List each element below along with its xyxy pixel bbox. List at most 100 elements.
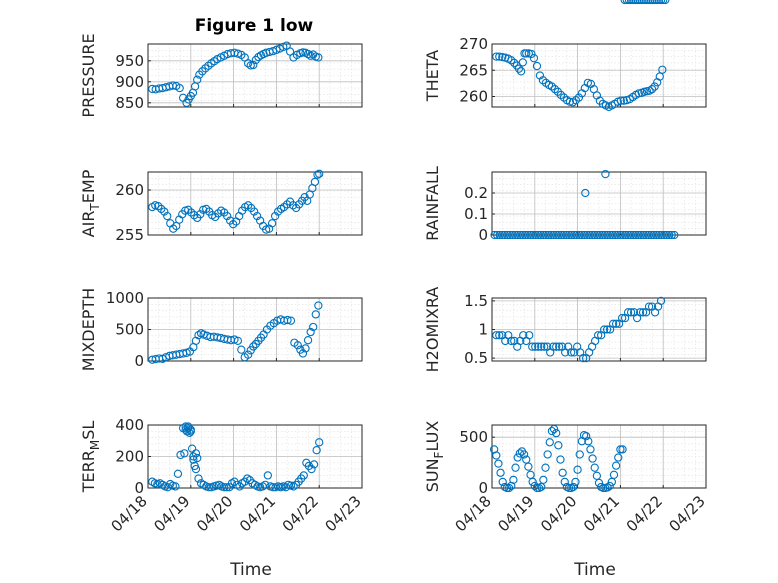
x-tick-label: 04/18	[452, 492, 495, 535]
y-tick-label: 0.2	[464, 184, 488, 202]
data-point	[492, 451, 501, 460]
data-point	[571, 477, 580, 487]
data-point	[237, 345, 246, 354]
y-axis-label: SUNFLUX	[423, 421, 446, 493]
data-point	[581, 188, 590, 198]
x-tick-label: 04/21	[580, 492, 623, 535]
data-point	[648, 0, 657, 5]
data-point	[193, 453, 202, 463]
y-tick-label: 0	[134, 479, 144, 497]
data-point	[656, 0, 666, 5]
y-tick-label: 500	[115, 321, 144, 339]
data-point	[513, 453, 522, 462]
y-axis-label-main: H2OMIXRA	[423, 287, 442, 373]
y-axis-label-main: THETA	[423, 50, 442, 102]
data-point	[194, 474, 203, 483]
data-point	[312, 446, 321, 455]
y-axis-label-rest: LUX	[423, 421, 442, 452]
data-point	[510, 58, 519, 68]
data-point	[198, 67, 207, 76]
y-axis-label: MIXDEPTH	[79, 288, 98, 371]
data-point	[650, 82, 659, 91]
x-tick-label: 04/23	[322, 492, 365, 535]
data-point	[545, 438, 554, 447]
data-point	[263, 471, 272, 480]
data-point	[187, 444, 197, 453]
y-tick-label: 255	[115, 226, 144, 244]
data-point	[528, 477, 537, 487]
data-point	[567, 348, 576, 357]
data-point	[498, 52, 507, 62]
data-point	[249, 60, 258, 70]
y-axis-label: PRESSURE	[79, 33, 98, 117]
x-tick-label: 04/19	[150, 492, 193, 535]
data-series	[148, 41, 323, 107]
data-point	[626, 308, 636, 317]
data-point	[549, 342, 558, 351]
data-point	[283, 315, 292, 325]
axes-frame	[147, 43, 363, 108]
data-point	[495, 331, 504, 340]
data-point	[281, 483, 290, 492]
data-point	[641, 0, 651, 5]
y-tick-label: 265	[459, 61, 488, 79]
data-point	[190, 82, 200, 91]
y-tick-label: 200	[115, 448, 144, 466]
data-point	[492, 52, 501, 61]
data-point	[569, 482, 578, 492]
y-axis-label-main: RAINFALL	[423, 166, 442, 241]
data-point	[171, 482, 180, 491]
data-series	[489, 0, 670, 493]
data-point	[552, 428, 561, 438]
data-series	[148, 169, 324, 234]
data-point	[574, 93, 584, 102]
data-point	[626, 0, 636, 5]
y-axis-label: H2OMIXRA	[423, 287, 442, 373]
data-point	[555, 342, 564, 351]
y-tick-label: 1.5	[464, 292, 488, 310]
subplot-6: 0.5 1 1.5 H2OMIXRA	[423, 287, 707, 373]
data-point	[656, 296, 666, 306]
x-axis-label-left: Time	[229, 560, 272, 580]
data-point	[622, 0, 631, 5]
data-point	[634, 89, 643, 98]
subplot-2: 260 265 270 THETA	[423, 35, 707, 112]
data-point	[608, 319, 618, 328]
data-point	[532, 483, 542, 493]
data-point	[496, 468, 505, 477]
x-tick-label: 04/19	[494, 492, 537, 535]
y-tick-label: 260	[115, 181, 144, 199]
data-point	[638, 308, 648, 317]
data-point	[502, 483, 512, 493]
axes-frame	[491, 424, 707, 489]
data-point	[601, 169, 610, 179]
data-point	[652, 0, 661, 5]
data-point	[526, 470, 535, 479]
data-point	[637, 0, 646, 5]
data-point	[618, 445, 627, 454]
data-point	[261, 480, 270, 489]
data-point	[293, 341, 302, 350]
data-point	[311, 310, 320, 319]
data-point	[534, 342, 543, 351]
data-point	[498, 477, 507, 487]
data-point	[564, 483, 574, 493]
data-point	[611, 461, 621, 470]
data-point	[180, 449, 189, 458]
y-tick-label: 0	[478, 479, 488, 497]
y-axis-label-main: AIR	[79, 211, 98, 238]
data-point	[590, 463, 599, 472]
data-point	[654, 0, 664, 5]
data-point	[495, 52, 504, 61]
data-point	[509, 475, 518, 485]
data-point	[582, 432, 591, 441]
x-tick-label: 04/21	[236, 492, 279, 535]
data-point	[194, 331, 203, 340]
y-axis-label: RAINFALL	[423, 166, 442, 241]
data-point	[670, 230, 679, 240]
data-point	[665, 230, 674, 240]
data-point	[554, 441, 563, 450]
data-point	[244, 59, 253, 68]
y-tick-label: 0.5	[464, 349, 488, 367]
